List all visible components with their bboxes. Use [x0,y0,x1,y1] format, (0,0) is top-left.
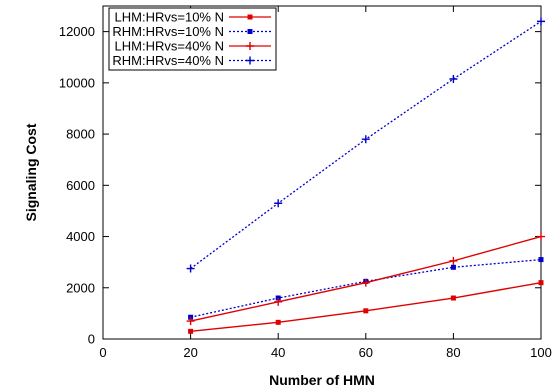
y-axis-title: Signaling Cost [23,123,39,221]
legend-label: LHM:HRvs=40% N [115,39,224,54]
data-point [449,75,458,84]
data-point [188,328,194,334]
legend-swatch-marker [247,29,253,34]
y-tick-label: 6000 [66,178,95,193]
data-point [537,232,545,241]
legend-label: LHM:HRvs=10% N [115,10,224,25]
data-point [538,257,544,263]
legend-swatch-marker [246,56,254,65]
data-point [363,308,369,314]
y-tick-label: 2000 [66,280,95,295]
data-point [275,319,281,325]
data-point [361,278,370,287]
series-4 [186,17,545,273]
data-point [450,264,456,270]
x-tick-label: 60 [359,345,373,360]
data-point [450,295,456,301]
data-point [538,280,544,286]
y-tick-label: 4000 [66,229,95,244]
series-line [190,258,542,318]
data-point [449,256,458,265]
series-3 [186,232,545,326]
series-group [186,17,545,334]
y-tick-label: 8000 [66,127,95,142]
x-tick-label: 80 [446,345,460,360]
y-tick-label: 12000 [59,24,95,39]
axes: 0 20 40 60 80 100 0 2000 4000 6000 8000 10000 12000 [59,5,552,360]
series-1 [188,280,544,334]
data-point [186,317,195,326]
data-point [274,297,283,306]
y-tick-label: 0 [88,332,95,347]
data-point [186,264,195,273]
legend-label: RHM:HRvs=40% N [112,53,224,68]
data-point [274,199,283,208]
x-tick-label: 0 [99,345,106,360]
x-tick-label: 40 [271,345,285,360]
data-point [537,17,545,26]
legend-swatch-marker [247,14,253,20]
data-point [361,135,370,144]
x-tick-label: 20 [183,345,197,360]
x-tick-label: 100 [530,345,552,360]
plot-frame [102,5,542,340]
x-axis-title: Number of HMN [269,372,375,388]
series-line [190,281,542,333]
legend-label: RHM:HRvs=10% N [112,24,224,39]
legend-swatch-marker [246,42,254,50]
y-tick-label: 10000 [59,75,95,90]
